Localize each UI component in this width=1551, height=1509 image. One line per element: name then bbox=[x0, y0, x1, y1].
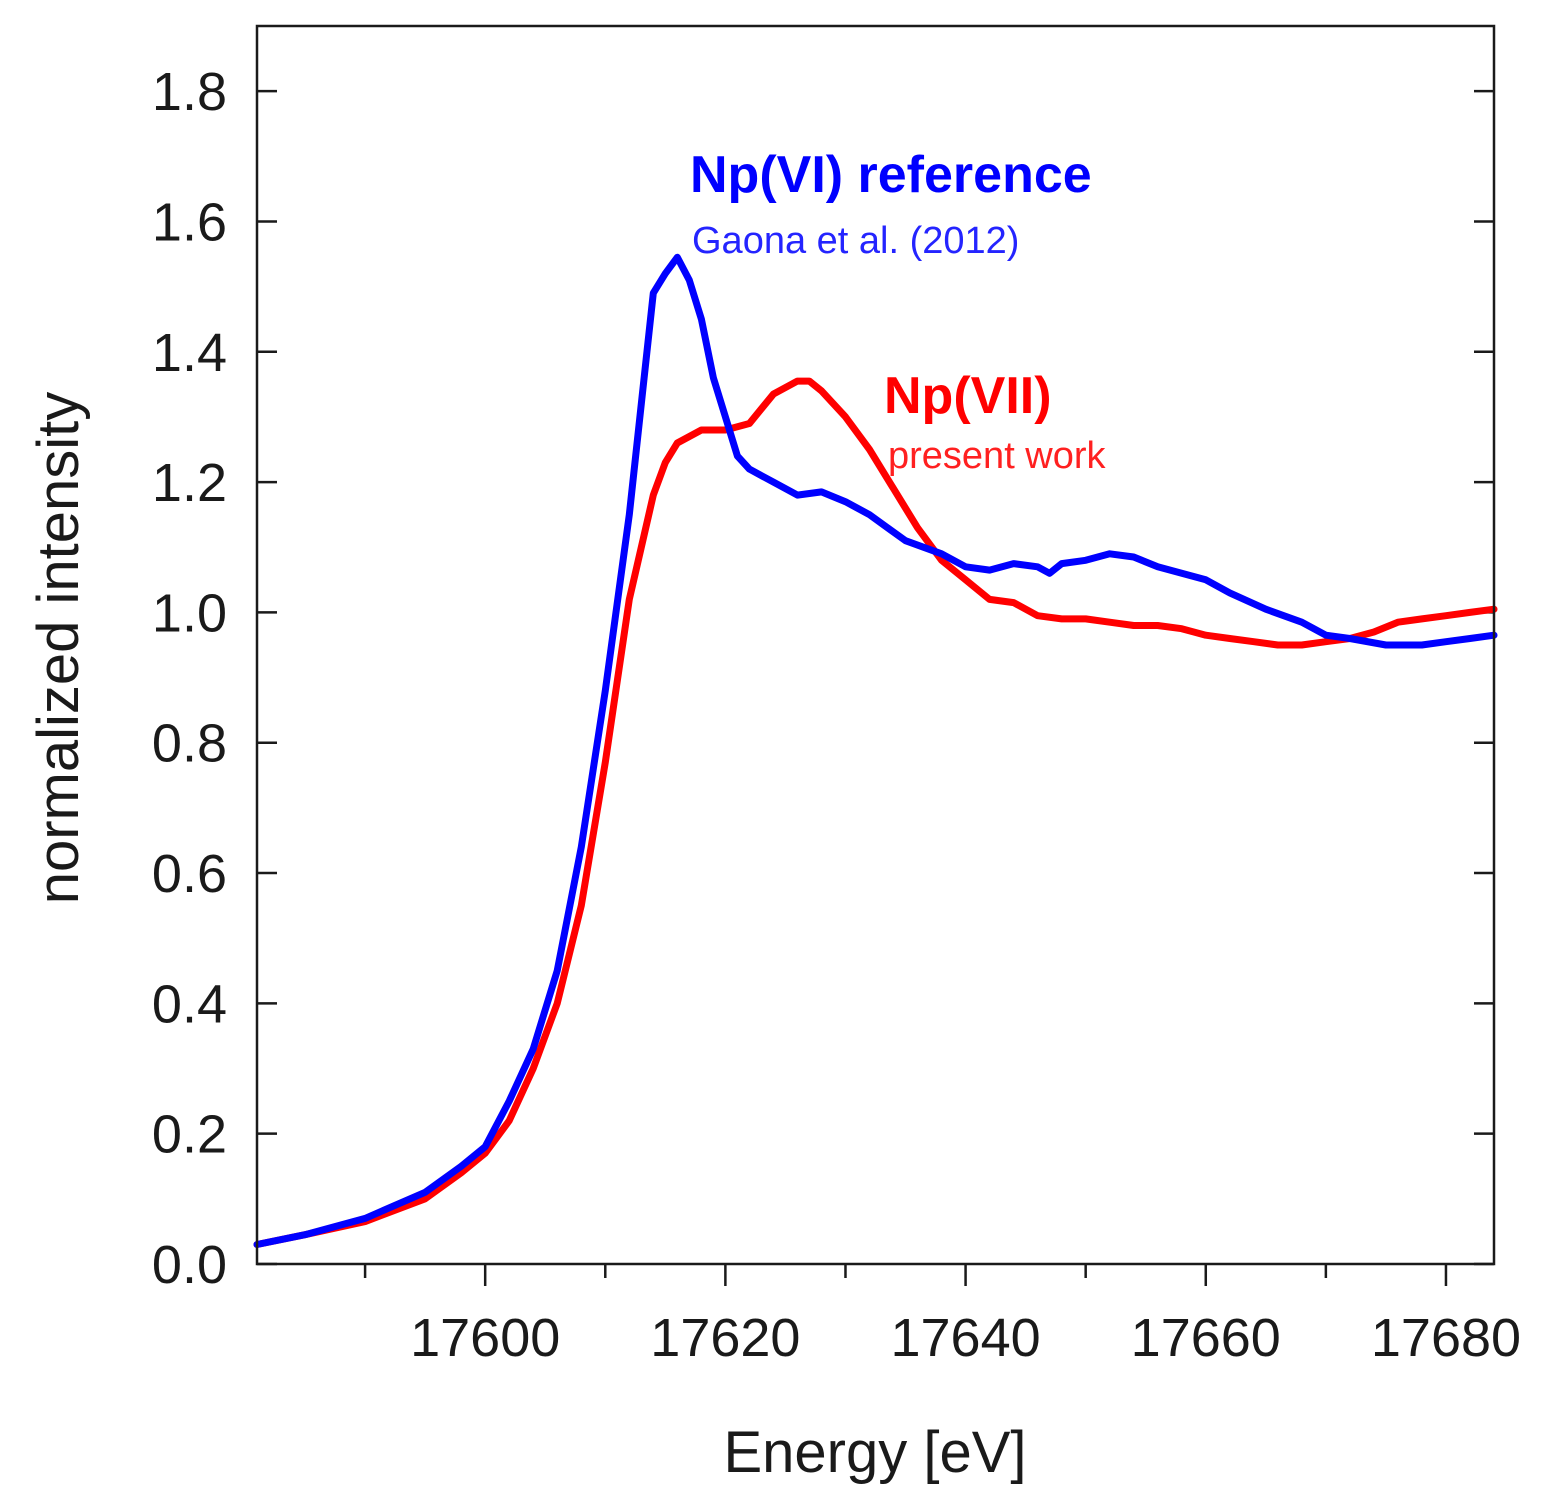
series-line-np-vii bbox=[253, 377, 1498, 1248]
x-tick-label: 17660 bbox=[1131, 1308, 1281, 1368]
x-tick-label: 17600 bbox=[410, 1308, 560, 1368]
series-line-np-vi-reference bbox=[253, 253, 1498, 1248]
y-tick-label: 1.6 bbox=[152, 192, 227, 252]
x-tick-label: 17620 bbox=[650, 1308, 800, 1368]
annotation-npvi-source: Gaona et al. (2012) bbox=[692, 220, 1019, 262]
y-tick-label: 1.2 bbox=[152, 453, 227, 513]
annotation-npvii-source: present work bbox=[888, 435, 1107, 477]
annotation-npvii-title: Np(VII) bbox=[884, 367, 1052, 425]
x-ticks bbox=[363, 1264, 1448, 1286]
y-ticks bbox=[257, 89, 1494, 1266]
x-axis-title: Energy [eV] bbox=[723, 1420, 1026, 1485]
tick-labels: 0.0 0.2 0.4 0.6 0.8 1.0 1.2 1.4 1.6 1.8 17600 17620… bbox=[152, 62, 1521, 1368]
series-lines bbox=[253, 253, 1498, 1248]
y-tick-label: 0.2 bbox=[152, 1105, 227, 1165]
annotation-npvi-title: Np(VI) reference bbox=[690, 146, 1092, 204]
x-tick-label: 17680 bbox=[1371, 1308, 1521, 1368]
x-tick-label: 17640 bbox=[890, 1308, 1040, 1368]
plot-frame bbox=[255, 24, 1496, 1266]
y-tick-label: 0.6 bbox=[152, 844, 227, 904]
y-tick-label: 0.4 bbox=[152, 974, 227, 1034]
y-axis-title: normalized intensity bbox=[26, 392, 91, 905]
y-tick-label: 1.4 bbox=[152, 323, 227, 383]
y-tick-label: 1.8 bbox=[152, 62, 227, 122]
y-tick-label: 0.8 bbox=[152, 714, 227, 774]
y-tick-label: 0.0 bbox=[152, 1235, 227, 1295]
y-tick-label: 1.0 bbox=[152, 583, 227, 643]
